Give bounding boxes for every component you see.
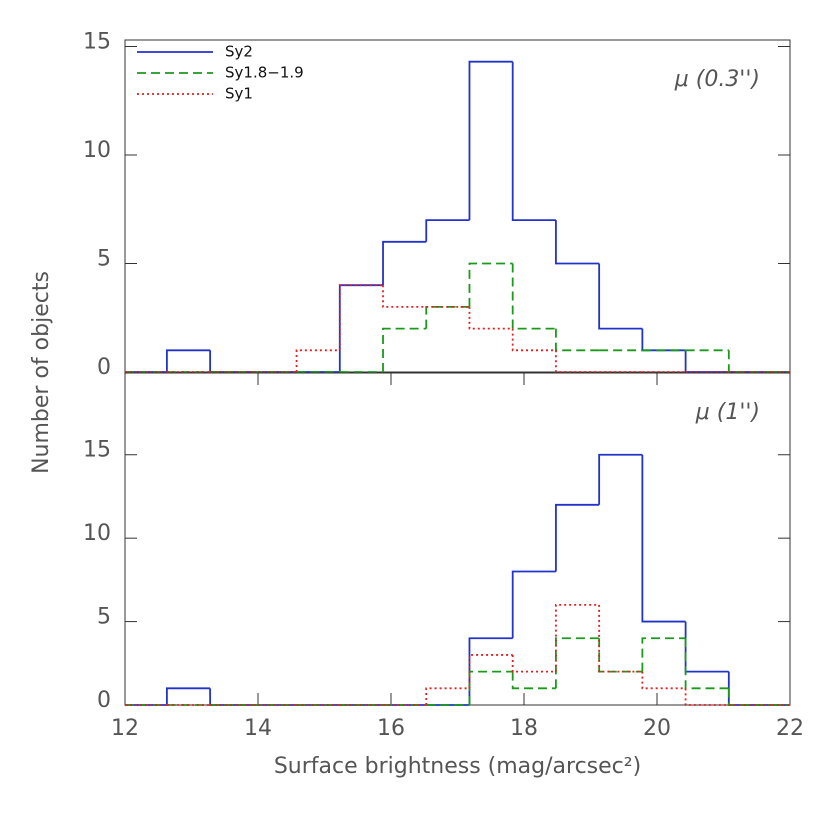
plot-frame — [124, 39, 791, 373]
y-tick-label: 10 — [83, 521, 111, 546]
histogram-step — [511, 671, 556, 690]
histogram-step — [165, 687, 211, 705]
y-tick-label: 15 — [83, 30, 111, 55]
histogram-step — [598, 638, 643, 673]
y-tick-label: 5 — [97, 247, 111, 272]
histogram-step — [641, 637, 686, 672]
x-tick-label: 14 — [244, 716, 272, 741]
histogram-step — [511, 328, 556, 352]
legend-label: Sy1 — [225, 85, 253, 103]
histogram-step — [468, 262, 513, 307]
y-tick-label: 15 — [83, 438, 111, 463]
histogram-step — [511, 61, 556, 222]
y-tick-label: 10 — [83, 138, 111, 163]
x-tick-label: 18 — [510, 716, 538, 741]
histogram-step — [555, 603, 600, 672]
histogram-step — [727, 671, 773, 706]
histogram-step — [209, 688, 254, 706]
x-axis-label: Surface brightness (mag/arcsec²) — [274, 754, 641, 779]
histogram-step — [641, 454, 686, 623]
legend-label: Sy2 — [225, 43, 253, 61]
x-tick-label: 22 — [776, 716, 804, 741]
histogram-step — [684, 350, 729, 373]
annotation: μ (1'') — [695, 400, 760, 425]
histogram-step — [641, 328, 686, 352]
x-tick-label: 20 — [643, 716, 671, 741]
histogram-step — [468, 654, 513, 689]
histogram-step — [511, 263, 556, 330]
histogram-step — [684, 688, 729, 706]
histogram-step — [511, 654, 556, 673]
annotation: μ (0.3'') — [674, 67, 760, 92]
histogram-step — [338, 284, 384, 372]
histogram-step — [165, 349, 211, 372]
histogram-step — [468, 60, 513, 221]
y-tick-label: 5 — [97, 605, 111, 630]
histogram-step — [641, 671, 686, 690]
x-tick-label: 12 — [111, 716, 139, 741]
histogram-step — [425, 219, 470, 242]
histogram-step — [382, 327, 427, 372]
histogram-step — [555, 350, 600, 373]
histogram-step — [598, 453, 643, 505]
histogram-step — [209, 350, 254, 373]
histogram-step — [684, 638, 729, 690]
plot-frame — [124, 372, 791, 706]
histogram-step — [555, 503, 600, 572]
histogram-step — [555, 328, 600, 352]
histogram-step — [511, 570, 556, 639]
histogram-step — [382, 285, 427, 308]
histogram-step — [555, 637, 600, 689]
histogram-step — [684, 621, 729, 673]
histogram-step — [727, 350, 773, 373]
histogram-step — [425, 306, 470, 329]
y-tick-label: 0 — [97, 355, 111, 380]
histogram-step — [295, 349, 340, 372]
histogram-step — [382, 240, 427, 286]
histogram-step — [555, 220, 600, 265]
histogram-step — [468, 306, 513, 330]
histogram-step — [425, 687, 470, 705]
y-axis-label: Number of objects — [29, 271, 54, 474]
legend-label: Sy1.8−1.9 — [225, 64, 304, 82]
histogram-step — [468, 670, 513, 705]
histogram-step — [598, 604, 643, 673]
histogram-step — [727, 688, 773, 706]
histogram-step — [338, 284, 384, 351]
histogram-step — [598, 263, 643, 330]
y-tick-label: 0 — [97, 688, 111, 713]
x-tick-label: 16 — [377, 716, 405, 741]
